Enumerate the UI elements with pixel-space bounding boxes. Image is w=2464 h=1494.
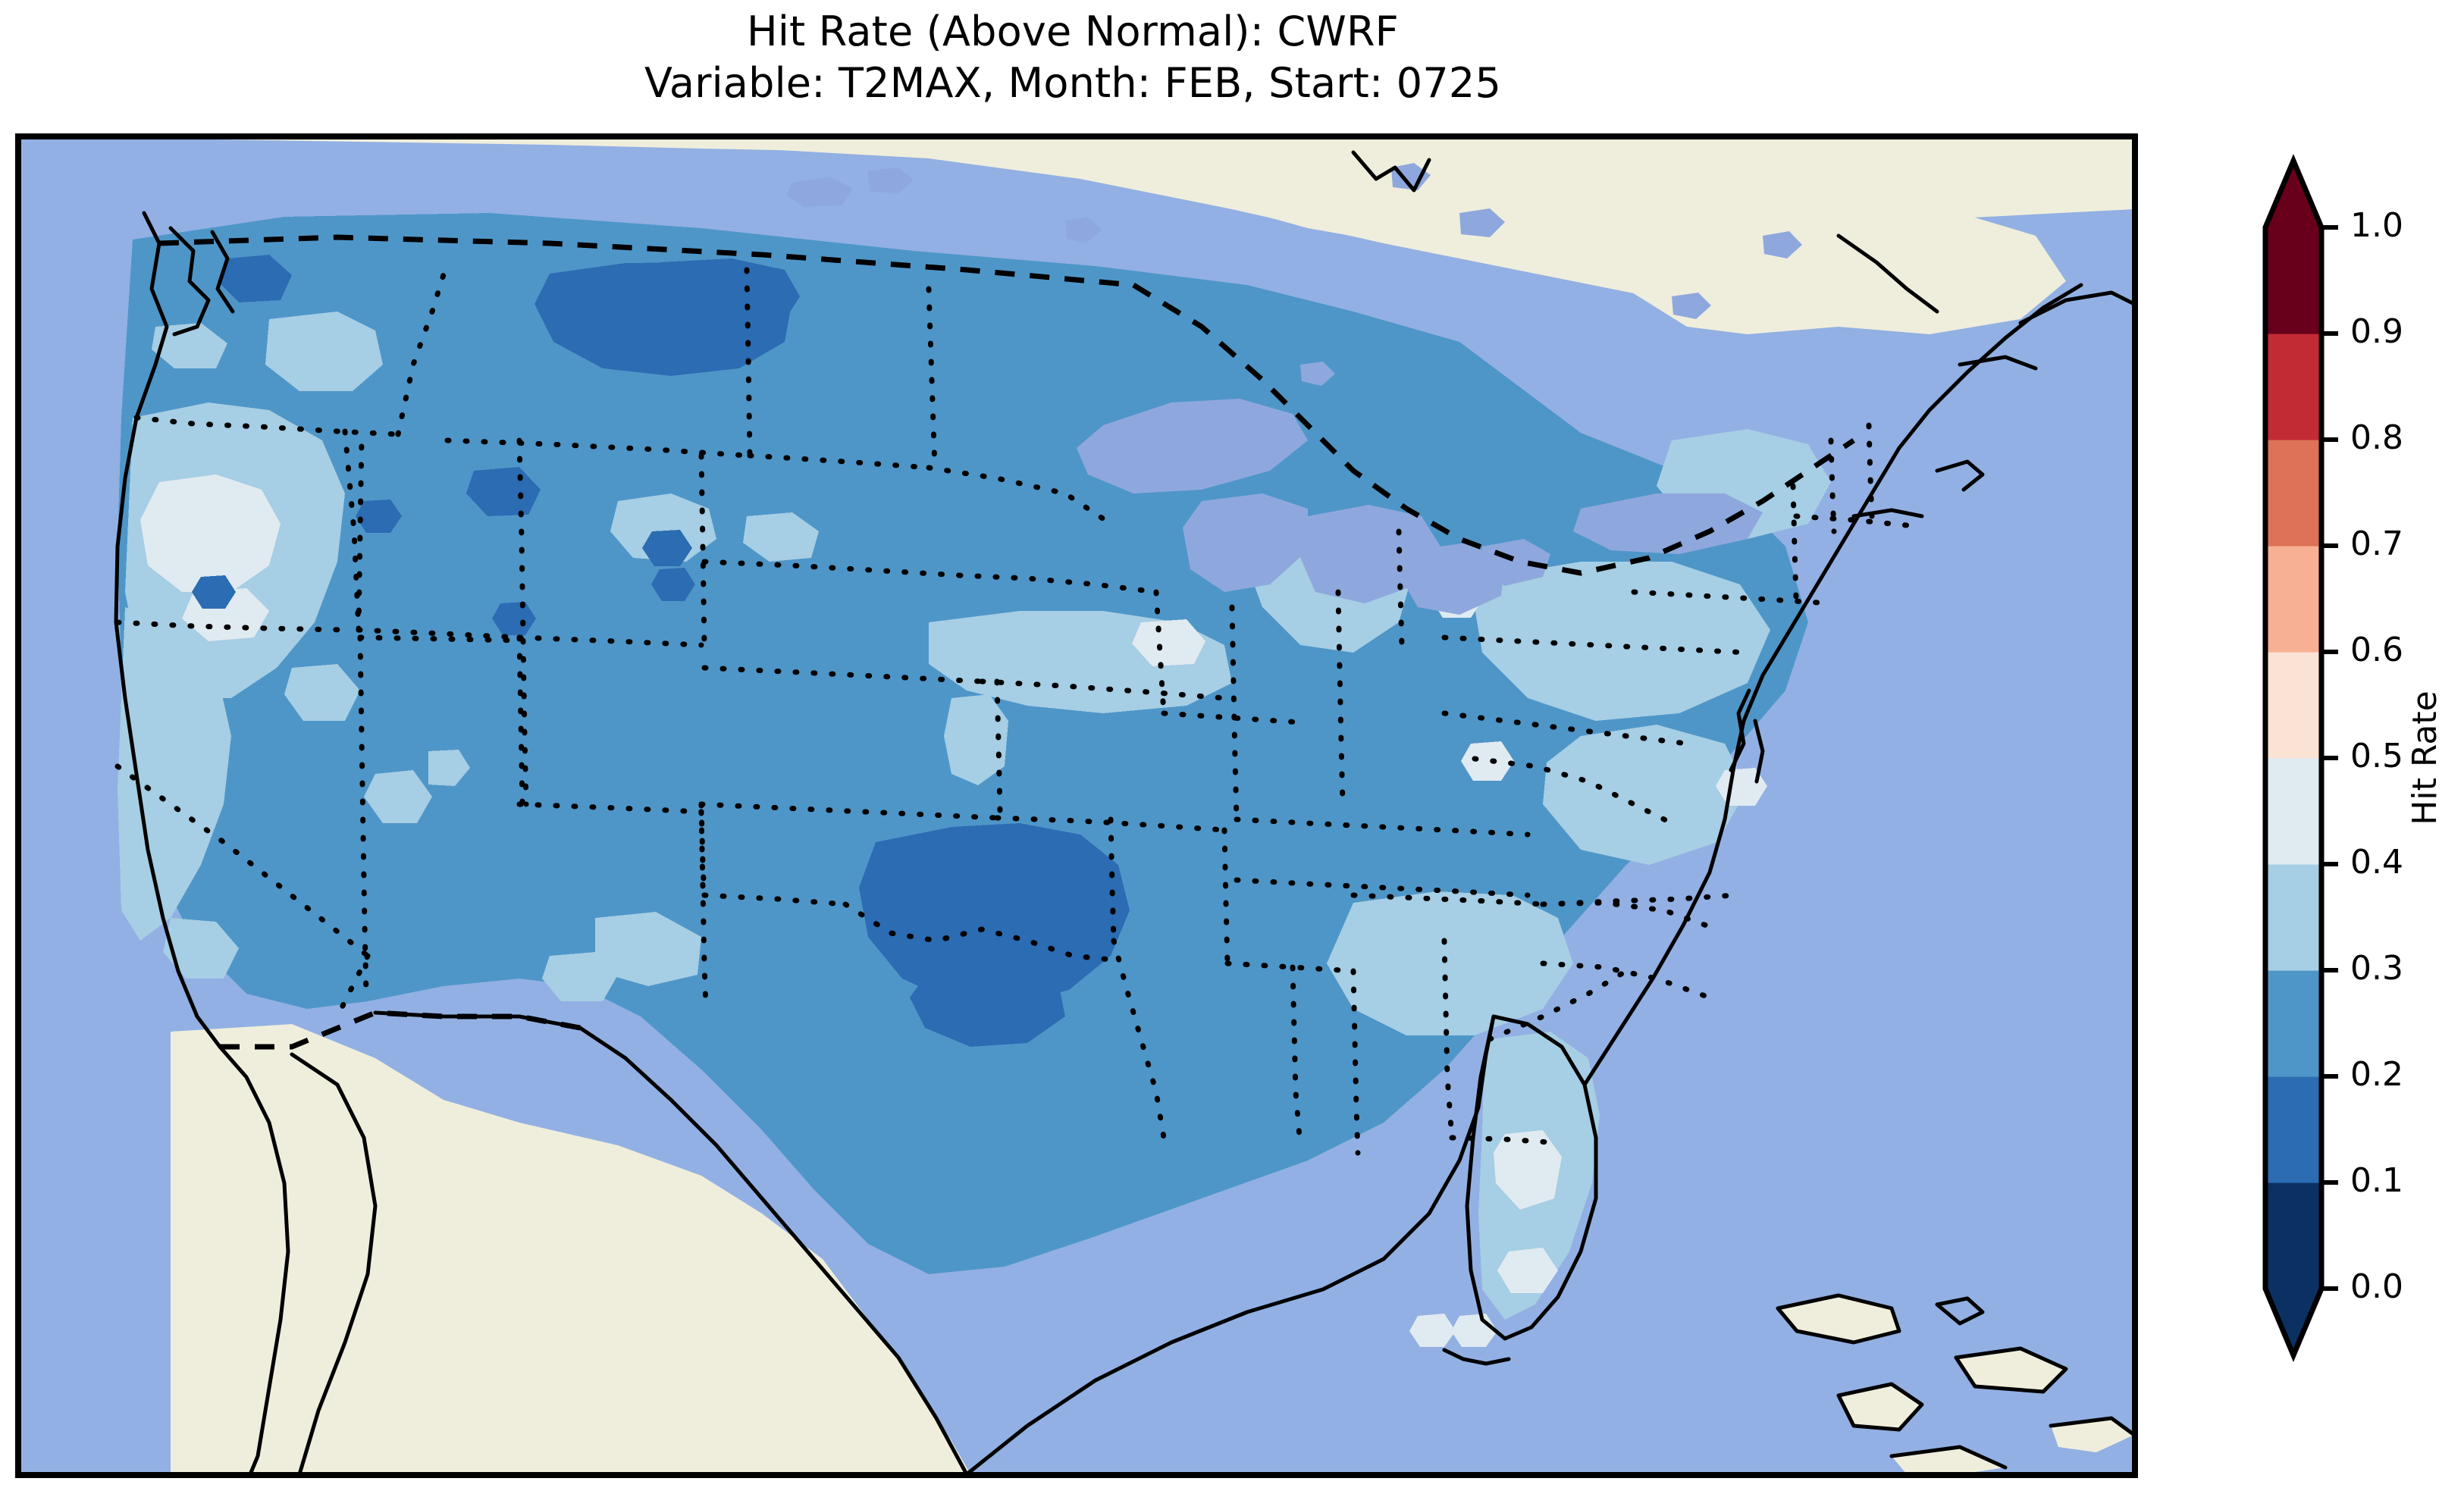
colorbar-band bbox=[2265, 334, 2321, 440]
colorbar-tick-label: 0.0 bbox=[2350, 1267, 2403, 1306]
colorbar-tick-labels: 0.0 0.1 0.2 0.3 0.4 0.5 0.6 0.7 0.8 0.9 1.0 bbox=[2350, 206, 2403, 1306]
colorbar-tick-label: 0.6 bbox=[2350, 631, 2403, 669]
colorbar-tick-label: 0.5 bbox=[2350, 737, 2403, 775]
colorbar-band bbox=[2265, 546, 2321, 653]
map-axes bbox=[15, 133, 2138, 1478]
colorbar-band bbox=[2265, 440, 2321, 547]
colorbar-tick-label: 0.9 bbox=[2350, 312, 2403, 351]
title-line-1: Hit Rate (Above Normal): CWRF bbox=[747, 8, 1399, 55]
colorbar-svg: 0.0 0.1 0.2 0.3 0.4 0.5 0.6 0.7 0.8 0.9 1.0 bbox=[2262, 153, 2403, 1363]
colorbar-tick-label: 0.1 bbox=[2350, 1161, 2403, 1200]
colorbar-band bbox=[2265, 1076, 2321, 1183]
colorbar-axis-label-wrapper: Hit Rate bbox=[2388, 0, 2444, 825]
great-lakes bbox=[786, 163, 1802, 615]
colorbar-tick-label: 0.4 bbox=[2350, 843, 2403, 882]
colorbar-segments bbox=[2265, 161, 2321, 1355]
colorbar-band bbox=[2265, 970, 2321, 1077]
colorbar-tick-label: 1.0 bbox=[2350, 206, 2403, 245]
colorbar-band bbox=[2265, 864, 2321, 971]
colorbar-band bbox=[2265, 652, 2321, 759]
colorbar-band bbox=[2265, 227, 2321, 334]
outside-domain-land bbox=[19, 137, 2134, 1474]
colorbar-band bbox=[2265, 1182, 2321, 1289]
band-0.1-0.2-inner bbox=[582, 283, 751, 348]
title-line-2: Variable: T2MAX, Month: FEB, Start: 0725 bbox=[644, 59, 1502, 108]
state-borders bbox=[114, 259, 1910, 1156]
colorbar-ticks bbox=[2321, 225, 2338, 1291]
country-borders bbox=[158, 234, 1855, 1050]
colorbar-tick-label: 0.2 bbox=[2350, 1055, 2403, 1094]
colorbar-tick-label: 0.7 bbox=[2350, 525, 2403, 563]
colorbar-tick-label: 0.8 bbox=[2350, 418, 2403, 457]
conus-hit-rate-map bbox=[19, 137, 2134, 1474]
coastlines bbox=[114, 150, 2134, 1474]
colorbar-over-arrow bbox=[2265, 161, 2321, 227]
colorbar-axis-label: Hit Rate bbox=[2406, 691, 2444, 825]
colorbar-band bbox=[2265, 758, 2321, 865]
colorbar-tick-label: 0.3 bbox=[2350, 949, 2403, 988]
colorbar-under-arrow bbox=[2265, 1289, 2321, 1355]
colorbar: 0.0 0.1 0.2 0.3 0.4 0.5 0.6 0.7 0.8 0.9 1.0 bbox=[2262, 153, 2403, 1363]
hit-rate-grid bbox=[118, 213, 1831, 1347]
figure-title: Hit Rate (Above Normal): CWRF Variable: … bbox=[0, 6, 2146, 109]
